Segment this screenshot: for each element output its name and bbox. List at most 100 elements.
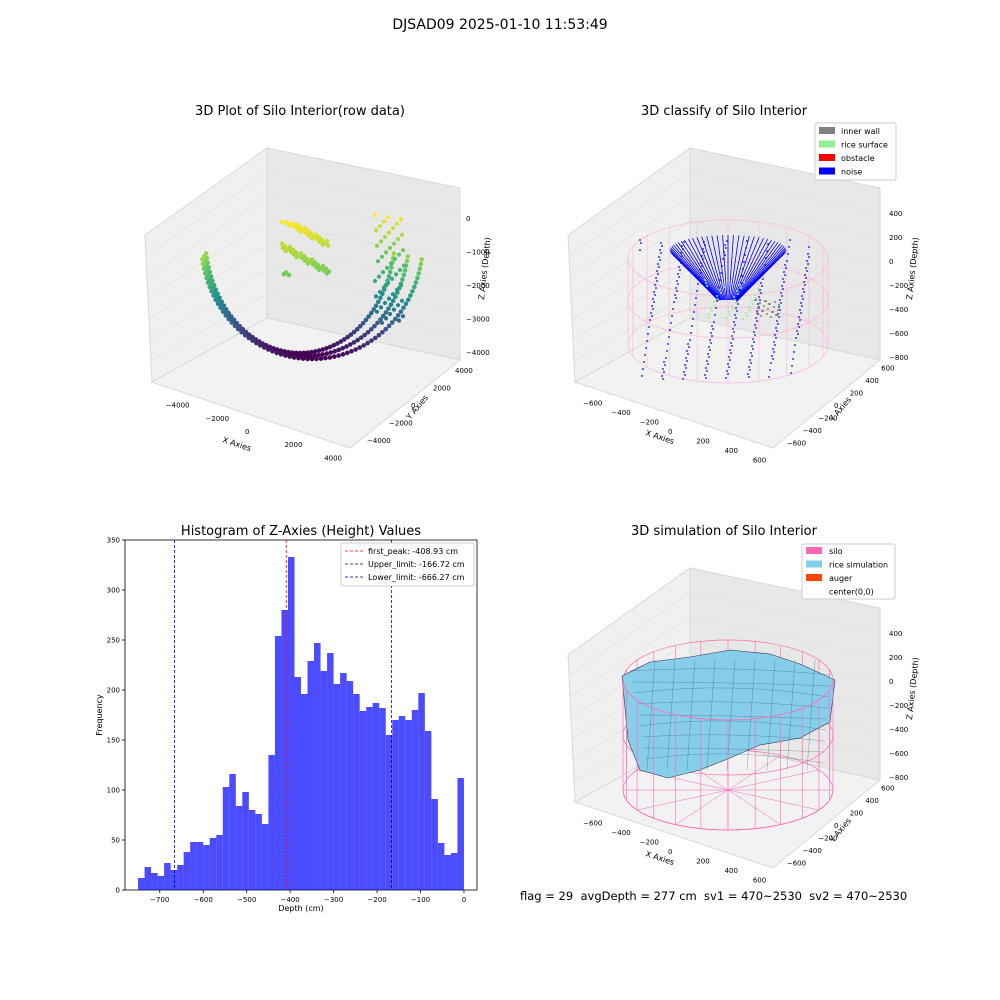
rice-mesh-line (647, 660, 655, 770)
histogram-bar (321, 671, 328, 890)
classify-z-tick: 0 (889, 258, 893, 266)
legend-label: auger (829, 574, 853, 583)
histogram-bar (392, 720, 399, 890)
histogram-bar (190, 842, 197, 890)
simulation-y-tick: −200 (818, 835, 837, 843)
histogram-bar (438, 843, 445, 890)
rice-mesh-line (667, 660, 675, 770)
simulation-rice-surface (622, 650, 835, 778)
simulation-y-label: Y Axies (827, 816, 853, 845)
legend-swatch (819, 168, 835, 175)
classify-points (639, 235, 810, 380)
raw-z-tick: −2000 (466, 282, 490, 290)
histogram-bar (457, 778, 464, 890)
classify-plot-title: 3D classify of Silo Interior (574, 104, 874, 119)
simulation-y-tick: 400 (865, 797, 878, 805)
legend-swatch (806, 588, 822, 595)
histogram-y-tick: 150 (107, 737, 120, 745)
legend-label: first_peak: -408.93 cm (368, 547, 458, 556)
simulation-y-tick: −400 (803, 847, 822, 855)
legend-swatch (806, 561, 822, 568)
histogram-bar (444, 855, 451, 890)
classify-z-tick: −800 (889, 354, 908, 362)
histogram-x-tick: −300 (324, 896, 343, 904)
rice-mesh-line (642, 735, 825, 741)
histogram-x-tick: −500 (237, 896, 256, 904)
rice-mesh-line (632, 682, 830, 686)
legend-label: center(0,0) (829, 588, 874, 597)
histogram-bar (334, 684, 341, 890)
legend-label: obstacle (841, 154, 875, 163)
raw-right-wall (267, 148, 460, 360)
rice-mesh-line (644, 748, 824, 752)
rice-mesh-line (807, 660, 815, 770)
histogram-bar (262, 824, 269, 890)
simulation-x-tick: 0 (668, 848, 672, 856)
classify-right-wall (690, 148, 880, 360)
simulation-z-tick: 200 (889, 654, 902, 662)
histogram-bar (405, 720, 412, 890)
histogram-bar (151, 873, 158, 890)
simulation-right-wall (690, 568, 880, 780)
histogram-title: Histogram of Z-Axies (Height) Values (151, 524, 451, 539)
raw-y-tick: 0 (411, 402, 415, 410)
classify-x-tick: −600 (583, 400, 602, 408)
rice-mesh-line (640, 721, 826, 730)
raw-x-label: X Axies (221, 435, 252, 453)
classify-z-tick: 200 (889, 234, 902, 242)
classify-x-tick: −400 (611, 409, 630, 417)
classify-back-wall (568, 148, 690, 382)
histogram-x-tick: −400 (281, 896, 300, 904)
histogram-bar (327, 653, 334, 890)
histogram-x-tick: −100 (411, 896, 430, 904)
simulation-z-tick: −800 (889, 774, 908, 782)
classify-y-label: Y Axies (827, 395, 853, 424)
histogram-bar (203, 845, 210, 890)
legend-label: Lower_limit: -666.27 cm (368, 573, 465, 582)
classify-x-tick: 400 (725, 447, 738, 455)
histogram-bar (138, 878, 145, 890)
histogram-bar (171, 870, 178, 890)
classify-x-tick: 0 (668, 428, 672, 436)
raw-z-tick: −3000 (466, 316, 490, 324)
histogram-bar (353, 694, 360, 890)
rice-mesh-line (634, 688, 829, 697)
histogram-y-tick: 250 (107, 637, 120, 645)
raw-back-wall (145, 148, 267, 382)
classify-x-tick: 600 (753, 456, 766, 464)
histogram-bar (451, 853, 458, 890)
classify-z-tick: −600 (889, 330, 908, 338)
histogram-y-tick: 50 (111, 837, 120, 845)
histogram-bar (145, 867, 152, 890)
histogram-bar (268, 755, 275, 890)
simulation-z-tick: 400 (889, 630, 902, 638)
legend-label: noise (841, 168, 862, 177)
raw-x-tick: 0 (245, 428, 249, 436)
histogram-bar (281, 610, 288, 890)
histogram-bar (412, 710, 419, 890)
simulation-z-tick: −600 (889, 750, 908, 758)
histogram-bar (386, 735, 393, 890)
legend-swatch (806, 547, 822, 554)
histogram-y-tick: 0 (116, 887, 120, 895)
classify-y-tick: −400 (803, 427, 822, 435)
raw-y-tick: −2000 (389, 420, 413, 428)
histogram-bar (229, 774, 236, 890)
classify-floor (575, 318, 880, 448)
simulation-y-tick: 200 (850, 809, 863, 817)
raw-z-tick: −4000 (466, 349, 490, 357)
histogram-bar (340, 673, 347, 890)
histogram-bar (288, 557, 295, 890)
legend-label: Upper_limit: -166.72 cm (368, 560, 465, 569)
histogram-bar (314, 643, 321, 890)
histogram-bar (236, 806, 243, 890)
legend-label: silo (829, 547, 843, 556)
simulation-back-wall (568, 568, 690, 802)
simulation-z-label: Z Axies (Depth) (905, 657, 921, 720)
classify-x-label: X Axies (644, 428, 675, 446)
simulation-x-label: X Axies (644, 849, 675, 867)
raw-points (200, 213, 424, 361)
